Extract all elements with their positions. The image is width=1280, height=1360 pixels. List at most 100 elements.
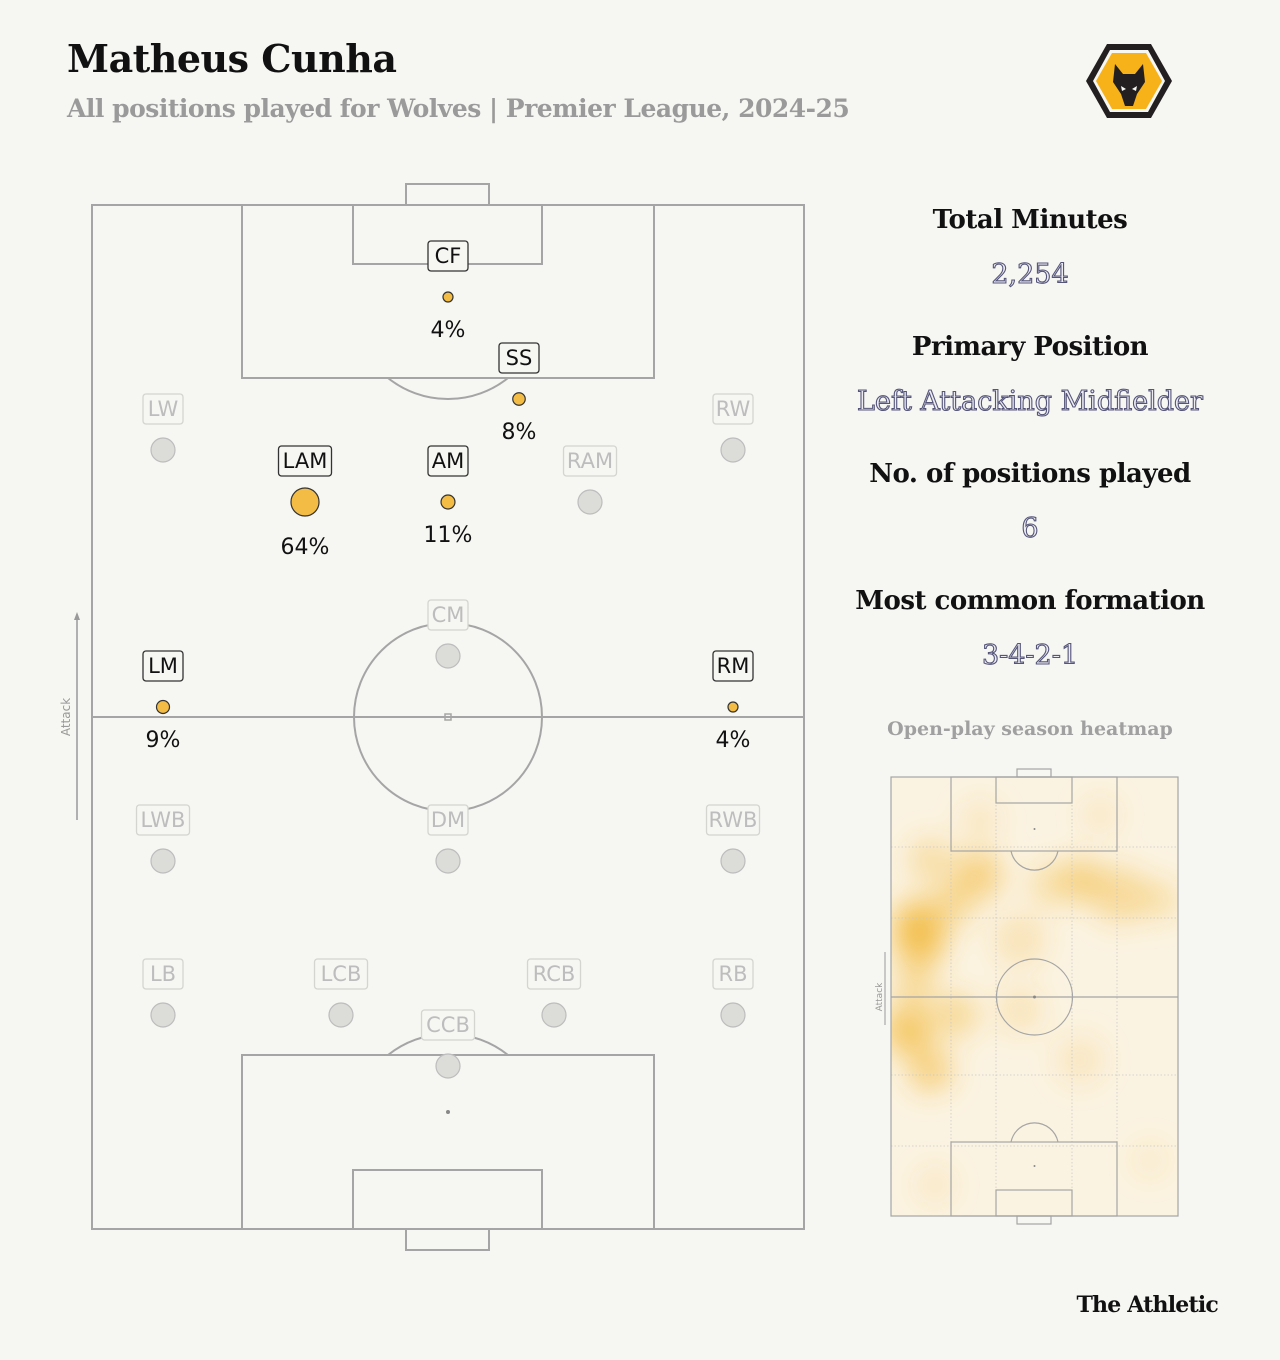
position-label-box bbox=[277, 445, 333, 477]
page-subtitle: All positions played for Wolves | Premie… bbox=[67, 94, 850, 123]
position-cf: CF 4% bbox=[427, 240, 469, 343]
heatmap-attack-label: Attack bbox=[875, 982, 885, 1012]
position-dot bbox=[720, 848, 746, 874]
positions-pitch: Attack CF 4% SS 8% LW RW LAM 64% AM 11% RAM CM LM 9% R… bbox=[59, 183, 805, 1251]
position-label-box bbox=[427, 599, 469, 631]
stat-label-positions-played: No. of positions played bbox=[869, 459, 1191, 489]
stat-label-primary-position: Primary Position bbox=[911, 332, 1149, 362]
heatmap-blob bbox=[954, 851, 1002, 899]
position-rb: RB bbox=[712, 958, 754, 1028]
position-label: RM bbox=[717, 654, 750, 678]
the-athletic-logo: The Athletic bbox=[1076, 1292, 1218, 1318]
position-label-box bbox=[705, 804, 761, 836]
position-label-box bbox=[135, 804, 191, 836]
position-label-box bbox=[427, 804, 469, 836]
stat-value-formation: 3-4-2-1 bbox=[981, 639, 1079, 671]
position-am: AM 11% bbox=[424, 445, 473, 548]
heatmap-blob bbox=[1056, 1036, 1104, 1084]
position-lb: LB bbox=[142, 958, 184, 1028]
center-spot bbox=[444, 713, 452, 721]
heatmap-blob bbox=[1092, 867, 1148, 923]
position-dot bbox=[541, 1002, 567, 1028]
position-label: LM bbox=[148, 654, 178, 678]
stat-label-total-minutes: Total Minutes bbox=[932, 205, 1128, 235]
position-lcb: LCB bbox=[313, 958, 369, 1028]
position-dot bbox=[720, 437, 746, 463]
position-rm: RM 4% bbox=[712, 650, 754, 753]
position-cm: CM bbox=[427, 599, 469, 669]
position-label: LWB bbox=[141, 808, 186, 832]
position-rwb: RWB bbox=[705, 804, 761, 874]
position-label-box bbox=[712, 958, 754, 990]
position-dot bbox=[435, 643, 461, 669]
position-label: RAM bbox=[567, 449, 613, 473]
top-penalty-arc bbox=[387, 377, 509, 401]
position-dot bbox=[727, 701, 739, 713]
position-ss: SS 8% bbox=[498, 342, 540, 445]
position-label-box bbox=[526, 958, 582, 990]
heatmap-blob bbox=[928, 883, 972, 927]
position-dm: DM bbox=[427, 804, 469, 874]
bottom-goal bbox=[405, 1228, 490, 1251]
position-label: CM bbox=[432, 603, 465, 627]
position-dot bbox=[435, 848, 461, 874]
position-label-box bbox=[562, 445, 618, 477]
page-title: Matheus Cunha bbox=[67, 36, 397, 81]
heatmap-blob bbox=[917, 1167, 953, 1203]
heatmap-grid bbox=[891, 777, 1178, 1216]
position-percentage: 9% bbox=[146, 728, 181, 753]
heatmap-blob bbox=[1132, 1142, 1168, 1178]
position-dot bbox=[435, 1053, 461, 1079]
position-label-box bbox=[498, 342, 540, 374]
pitch-lines bbox=[91, 183, 805, 1251]
position-label-box bbox=[142, 650, 184, 682]
position-dot bbox=[290, 487, 320, 517]
position-dot bbox=[150, 437, 176, 463]
position-label: LCB bbox=[321, 962, 362, 986]
position-dot bbox=[328, 1002, 354, 1028]
season-heatmap: Attack bbox=[875, 768, 1179, 1225]
wolves-crest-logo bbox=[1086, 44, 1172, 118]
heatmap-blob bbox=[960, 800, 1000, 840]
heatmap-blob bbox=[994, 914, 1046, 966]
heatmap-blob bbox=[908, 1048, 952, 1092]
heatmap-blob bbox=[998, 988, 1042, 1032]
heatmap-blob bbox=[933, 993, 977, 1037]
heatmap-blobs bbox=[891, 797, 1178, 1203]
heatmap-blob bbox=[893, 898, 937, 942]
heatmap-blob bbox=[891, 1006, 932, 1054]
stat-value-positions-played: 6 bbox=[1021, 512, 1039, 544]
bottom-penalty-spot bbox=[446, 1110, 450, 1114]
position-percentage: 8% bbox=[502, 420, 537, 445]
position-dot bbox=[150, 1002, 176, 1028]
position-label-box bbox=[313, 958, 369, 990]
position-label-box bbox=[420, 1009, 476, 1041]
positions-layer: CF 4% SS 8% LW RW LAM 64% AM 11% RAM CM LM 9% RM 4% LWB D… bbox=[135, 240, 761, 1079]
position-ram: RAM bbox=[562, 445, 618, 515]
position-label-box bbox=[427, 445, 469, 477]
position-ccb: CCB bbox=[420, 1009, 476, 1079]
position-dot bbox=[720, 1002, 746, 1028]
position-label: SS bbox=[506, 346, 533, 370]
position-label: RWB bbox=[709, 808, 758, 832]
position-label: CF bbox=[435, 244, 462, 268]
position-lwb: LWB bbox=[135, 804, 191, 874]
heatmap-title: Open-play season heatmap bbox=[887, 718, 1173, 740]
position-rcb: RCB bbox=[526, 958, 582, 1028]
position-percentage: 64% bbox=[281, 535, 330, 560]
attack-label: Attack bbox=[59, 698, 73, 736]
stats-panel: Total Minutes 2,254 Primary Position Lef… bbox=[840, 200, 1220, 708]
stat-value-primary-position: Left Attacking Midfielder bbox=[856, 385, 1203, 417]
position-percentage: 4% bbox=[431, 318, 466, 343]
position-label: AM bbox=[432, 449, 464, 473]
position-percentage: 11% bbox=[424, 523, 473, 548]
position-label-box bbox=[427, 240, 469, 272]
position-lw: LW bbox=[142, 393, 184, 463]
position-dot bbox=[577, 489, 603, 515]
position-label: RB bbox=[719, 962, 748, 986]
heatmap-blob bbox=[895, 965, 935, 1005]
position-lm: LM 9% bbox=[142, 650, 184, 753]
position-label: LW bbox=[148, 397, 179, 421]
bottom-penalty-box bbox=[241, 1054, 655, 1230]
stat-value-total-minutes: 2,254 bbox=[991, 258, 1069, 290]
